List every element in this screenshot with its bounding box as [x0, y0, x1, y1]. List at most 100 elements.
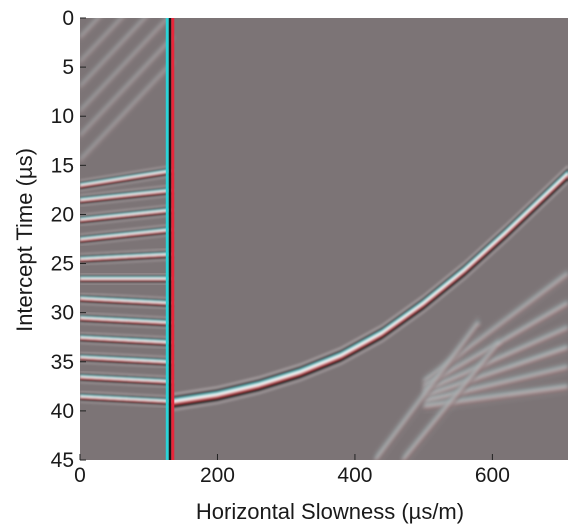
fan-line-right-trace-4: [423, 367, 568, 404]
fan-line-left-trace-3: [80, 208, 173, 221]
fan-line-left-trace-3: [80, 356, 173, 364]
fan-line-left-trace-2: [80, 252, 173, 259]
fan-line-left-trace-3: [80, 189, 173, 201]
fan-line-right-trace-0: [423, 342, 568, 393]
crossing-line-trace-1: [374, 319, 480, 458]
fan-line-upper: [80, 18, 126, 67]
fan-line-left-trace-0: [80, 204, 173, 216]
fan-line-left-trace-6: [80, 258, 173, 266]
y-tick: 45: [51, 449, 86, 472]
vertical-line: [165, 18, 175, 460]
dispersion-curve-trace-5: [172, 177, 568, 409]
fan-line-left-trace-3: [80, 375, 173, 383]
fan-line-right-trace-0: [423, 322, 568, 389]
y-tick-label: 10: [51, 105, 74, 128]
fan-line-right-trace-2: [423, 326, 568, 391]
fan-line-upper-trace-6: [80, 18, 150, 91]
fan-line-left-trace-2: [80, 335, 173, 342]
fan-line-right-trace-4: [423, 348, 568, 399]
fan-line-left-trace-0: [80, 223, 173, 236]
fan-line-left-trace-2: [80, 315, 173, 323]
y-tick-label: 25: [51, 253, 74, 276]
fan-line-upper-trace-5: [80, 39, 174, 139]
fan-line-left-trace-0: [80, 371, 173, 378]
fan-line-upper: [80, 18, 150, 91]
fan-line-upper-trace-1: [80, 18, 145, 86]
fan-line-right-trace-3: [423, 326, 568, 393]
fan-line-left-trace-2: [80, 394, 173, 401]
dispersion-curve-trace-3: [172, 172, 568, 404]
fan-line-left: [80, 312, 173, 330]
fan-line-left-trace-2: [80, 188, 173, 200]
fan-line-left-trace-3: [80, 336, 173, 344]
fan-line-left-trace-2: [80, 374, 173, 382]
x-tick-label: 400: [337, 464, 372, 487]
fan-line-left-trace-0: [80, 331, 173, 339]
y-tick: 35: [51, 351, 86, 374]
fan-line-left-trace-1: [80, 166, 173, 184]
dispersion-curve-trace-6: [172, 181, 568, 412]
fan-line-left: [80, 371, 173, 389]
crossing-line-trace-3: [402, 341, 501, 460]
fan-line-left-trace-6: [80, 322, 173, 330]
crossing-line-trace-6: [407, 347, 500, 460]
x-tick-label: 600: [475, 464, 510, 487]
crossing-line-trace-5: [404, 345, 501, 460]
vertical-line-red: [171, 18, 175, 460]
x-tick: 400: [337, 454, 372, 487]
fan-line-upper: [80, 18, 103, 42]
y-tick-label: 35: [51, 351, 74, 374]
y-tick-label: 15: [51, 154, 74, 177]
fan-line-left: [80, 248, 173, 266]
fan-line-upper-trace-4: [80, 63, 174, 162]
fan-line-right-trace-2: [423, 365, 568, 401]
fan-line-upper-trace-3: [80, 18, 100, 39]
fan-line-right-trace-1: [423, 344, 568, 395]
fan-line-upper-trace-1: [80, 35, 174, 135]
fan-line-left-trace-6: [80, 361, 173, 369]
fan-line-left-trace-5: [80, 359, 173, 367]
fan-line-upper-trace-5: [80, 18, 148, 90]
fan-line-left-trace-6: [80, 401, 173, 408]
fan-line-left-trace-1: [80, 372, 173, 380]
fan-line-upper-trace-6: [80, 18, 103, 42]
fan-line-left-trace-3: [80, 297, 173, 305]
fan-line-upper-trace-3: [80, 37, 174, 137]
fan-line-upper-trace-5: [80, 18, 102, 41]
x-axis-label: Horizontal Slowness (µs/m): [196, 499, 464, 524]
fan-line-upper-trace-3: [80, 18, 170, 112]
y-tick-label: 45: [51, 449, 74, 472]
fan-line-left-trace-1: [80, 225, 173, 238]
fan-line-left-trace-5: [80, 211, 173, 225]
fan-line-right-trace-4: [423, 328, 568, 394]
fan-line-left-trace-4: [80, 358, 173, 365]
fan-line-left: [80, 223, 173, 246]
crossing-line-trace-1: [402, 338, 501, 458]
fan-line-left: [80, 390, 173, 408]
crossing-line-trace-3: [374, 322, 480, 460]
fan-line-upper: [80, 34, 174, 140]
fan-line-upper-trace-1: [80, 18, 98, 37]
fan-line-left-trace-0: [80, 312, 173, 319]
fan-line-left-trace-2: [80, 207, 173, 220]
fan-line-right-trace-1: [423, 363, 568, 400]
y-tick: 15: [51, 154, 86, 177]
y-tick-label: 40: [51, 400, 74, 423]
fan-line-left-trace-4: [80, 191, 173, 203]
fan-line-left-trace-1: [80, 314, 173, 321]
crossing-line: [374, 317, 480, 460]
fan-line-upper-trace-5: [80, 63, 174, 164]
fan-line-left-trace-2: [80, 355, 173, 362]
fan-line-left-trace-1: [80, 250, 173, 257]
crossing-line: [402, 336, 501, 460]
fan-line-left-trace-0: [80, 248, 173, 255]
x-tick: 0: [74, 454, 86, 487]
vertical-line-cyan: [165, 18, 169, 460]
fan-line-left-trace-0: [80, 351, 173, 359]
y-tick-label: 20: [51, 203, 74, 226]
fan-line-left: [80, 292, 173, 310]
fan-line-upper-trace-5: [80, 18, 172, 114]
fan-line-upper-trace-4: [80, 18, 124, 64]
fan-line-left-trace-4: [80, 210, 173, 222]
